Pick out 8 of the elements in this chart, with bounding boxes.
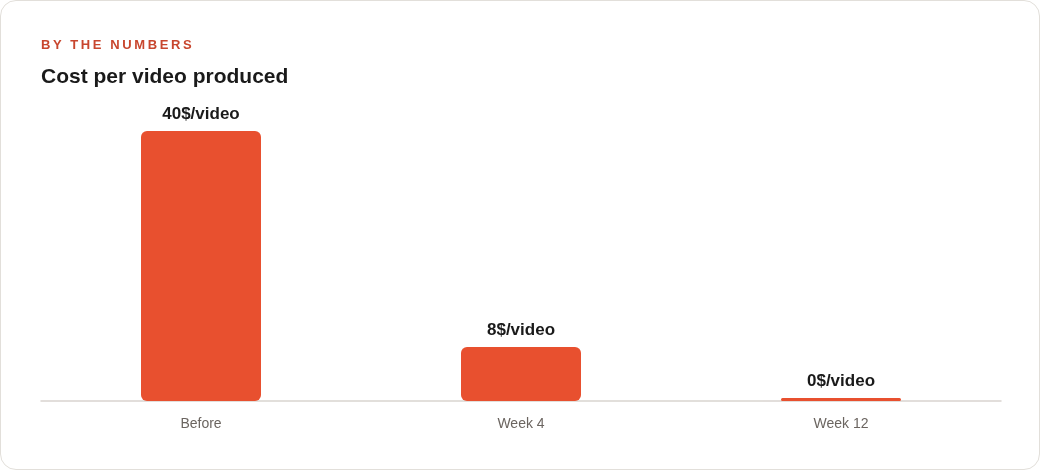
x-tick-label: Week 12 [813, 415, 869, 431]
data-label: 40$/video [162, 104, 240, 123]
chart-subtitle: BY THE NUMBERS [41, 37, 195, 53]
chart-title: Cost per video produced [41, 63, 289, 89]
data-label: 0$/video [806, 371, 876, 390]
data-label: 8$/video [486, 320, 556, 339]
x-tick-label: Before [180, 415, 222, 431]
x-tick-label: Week 4 [497, 415, 545, 431]
